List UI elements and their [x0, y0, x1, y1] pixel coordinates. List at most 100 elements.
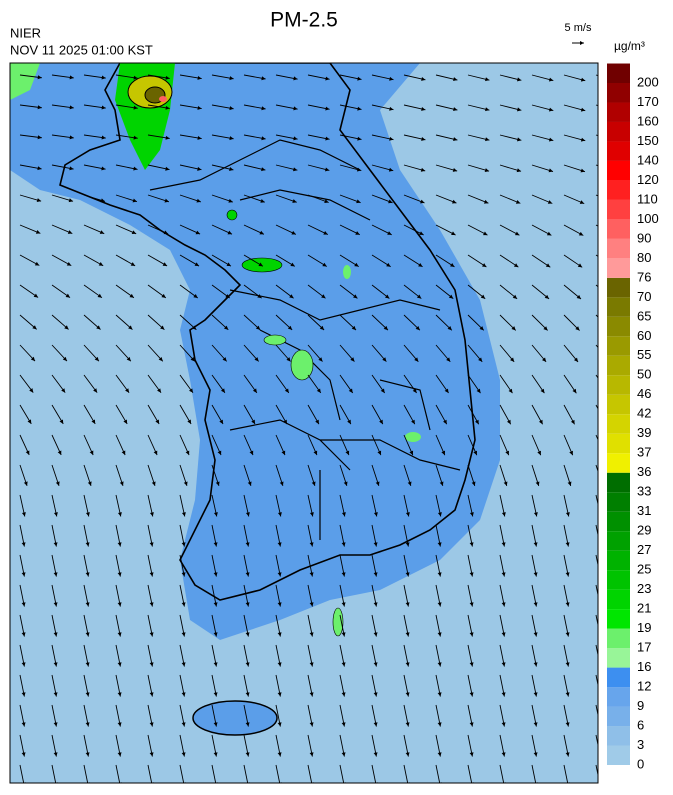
wind-arrow [115, 404, 128, 425]
wind-head [30, 356, 36, 362]
wind-head [283, 419, 287, 425]
wind-head [580, 168, 585, 173]
wind-arrow [243, 704, 250, 727]
wind-head [419, 231, 424, 235]
wind-head [469, 662, 474, 667]
wind-head [162, 262, 168, 266]
wind-arrow [83, 554, 90, 577]
wind-head [101, 75, 106, 80]
colorbar-segment [607, 316, 630, 337]
wind-arrow [435, 644, 442, 667]
wind-head [444, 388, 449, 394]
colorbar-label: 3 [637, 737, 644, 752]
wind-arrow [51, 224, 73, 234]
wind-arrow [563, 344, 579, 363]
wind-arrow [467, 194, 489, 204]
wind-arrow [403, 74, 426, 81]
wind-arrow [563, 374, 577, 394]
wind-head [313, 450, 318, 456]
wind-head [535, 481, 540, 486]
wind-head [245, 602, 250, 607]
wind-head [117, 632, 122, 637]
wind-arrow [307, 344, 323, 362]
wind-arrow [275, 374, 290, 394]
wind-head [319, 325, 325, 330]
wind-head [565, 572, 570, 577]
wind-head [277, 542, 282, 547]
wind-head [512, 294, 518, 299]
colorbar-label: 70 [637, 289, 651, 304]
wind-arrow [147, 374, 162, 393]
wind-head [469, 512, 474, 517]
wind-head [245, 692, 250, 697]
wind-head [213, 572, 218, 577]
wind-head [503, 481, 508, 486]
wind-arrow [179, 704, 186, 727]
wind-arrow [467, 614, 474, 637]
wind-head [117, 542, 122, 547]
wind-head [117, 692, 122, 697]
wind-head [101, 135, 106, 140]
wind-arrow [275, 434, 286, 456]
wind-head [323, 231, 328, 235]
wind-arrow [371, 674, 378, 697]
wind-head [437, 572, 442, 577]
wind-head [439, 481, 444, 486]
wind-arrow [563, 464, 572, 487]
wind-head [245, 722, 250, 727]
wind-head [85, 632, 90, 637]
wind-head [437, 692, 442, 697]
wind-arrow [499, 164, 522, 173]
wind-head [309, 512, 314, 517]
wind-head [447, 326, 452, 331]
wind-head [565, 752, 570, 757]
wind-head [405, 542, 410, 547]
wind-arrow [115, 254, 136, 267]
wind-head [53, 692, 58, 697]
wind-head [293, 167, 298, 172]
wind-head [565, 632, 570, 637]
wind-arrow [403, 224, 424, 236]
wind-head [533, 572, 538, 577]
wind-head [197, 166, 202, 171]
wind-head [506, 419, 511, 425]
wind-head [375, 481, 380, 486]
colorbar-label: 23 [637, 581, 651, 596]
wind-head [197, 105, 202, 110]
wind-arrow [371, 644, 378, 667]
wind-head [119, 481, 124, 486]
wind-head [87, 481, 92, 486]
colorbar-label: 31 [637, 503, 651, 518]
wind-arrow [147, 284, 167, 299]
wind-head [117, 662, 122, 667]
wind-head [53, 572, 58, 577]
wind-arrow [371, 74, 394, 81]
wind-arrow [179, 614, 186, 637]
wind-arrow [371, 254, 391, 268]
colorbar-segment [607, 609, 630, 629]
wind-arrow [435, 614, 442, 637]
wind-arrow [563, 434, 574, 456]
wind-head [149, 572, 154, 577]
wind-arrow [403, 344, 419, 362]
wind-head [570, 419, 575, 425]
wind-head [453, 137, 458, 142]
wind-arrow [179, 734, 186, 757]
wind-head [37, 166, 42, 171]
wind-arrow [467, 524, 474, 547]
colorbar-label: 27 [637, 542, 651, 557]
wind-head [94, 356, 99, 362]
wind-head [185, 450, 190, 456]
wind-shaft [595, 494, 598, 507]
wind-head [181, 572, 186, 577]
wind-head [309, 662, 314, 667]
wind-arrow [339, 134, 362, 141]
wind-arrow [275, 134, 298, 141]
agency: NIER [10, 25, 41, 40]
wind-head [149, 692, 154, 697]
wind-arrow [339, 314, 357, 331]
wind-arrow [275, 254, 296, 267]
wind-head [163, 230, 169, 235]
wind-arrow [243, 164, 266, 172]
wind-head [222, 357, 227, 362]
